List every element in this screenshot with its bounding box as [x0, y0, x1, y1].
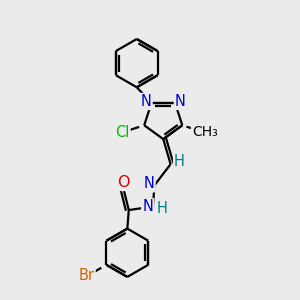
- Text: N: N: [144, 176, 154, 191]
- Text: H: H: [156, 201, 167, 216]
- Text: H: H: [174, 154, 185, 169]
- Text: O: O: [117, 175, 130, 190]
- Text: N: N: [175, 94, 186, 109]
- Text: CH₃: CH₃: [192, 125, 218, 139]
- Text: Br: Br: [79, 268, 94, 283]
- Text: N: N: [141, 94, 152, 109]
- Text: Cl: Cl: [115, 125, 130, 140]
- Text: N: N: [142, 199, 153, 214]
